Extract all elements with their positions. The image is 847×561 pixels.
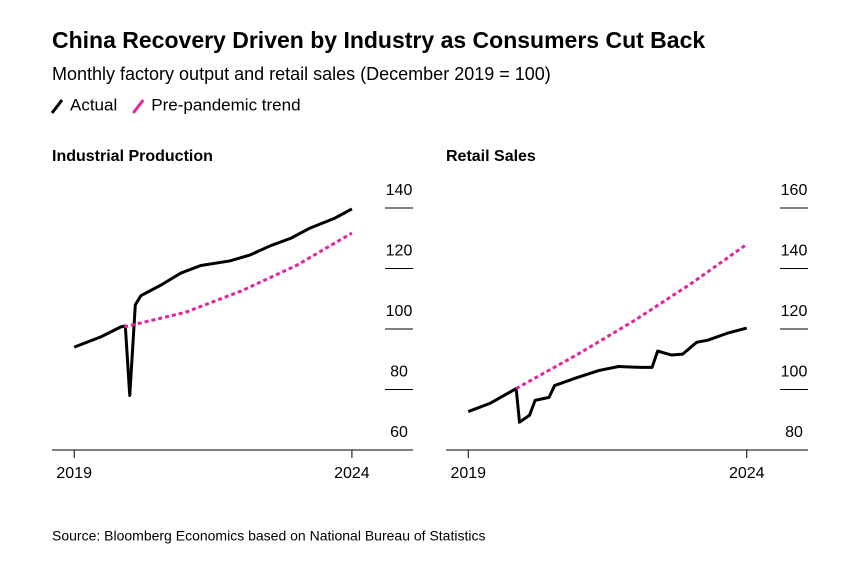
y-tick-label: 120 — [781, 303, 808, 320]
y-tick-label: 140 — [781, 243, 808, 260]
source: Source: Bloomberg Economics based on Nat… — [52, 528, 485, 544]
y-tick-label: 80 — [390, 364, 408, 381]
y-tick-label: 160 — [781, 182, 808, 199]
series-line — [467, 326, 748, 424]
series-line — [123, 231, 353, 329]
legend-swatch — [132, 99, 145, 114]
series-line — [73, 207, 353, 398]
x-tick-label: 2019 — [450, 465, 486, 482]
y-tick-label: 80 — [785, 424, 803, 441]
y-tick-label: 140 — [386, 182, 413, 199]
x-tick-label: 2024 — [334, 465, 370, 482]
y-tick-label: 120 — [386, 243, 413, 260]
y-tick-label: 100 — [386, 303, 413, 320]
legend-swatch — [50, 99, 64, 114]
y-tick-label: 60 — [390, 424, 408, 441]
y-tick-label: 100 — [781, 364, 808, 381]
x-tick-label: 2024 — [729, 465, 765, 482]
panel-title: Retail Sales — [446, 148, 536, 165]
chart-subtitle: Monthly factory output and retail sales … — [52, 64, 551, 84]
legend-label: Actual — [70, 95, 117, 114]
panel-title: Industrial Production — [52, 148, 213, 165]
x-tick-label: 2019 — [56, 465, 92, 482]
series-line — [515, 243, 748, 390]
legend-label: Pre-pandemic trend — [151, 95, 300, 114]
chart-title: China Recovery Driven by Industry as Con… — [52, 27, 705, 53]
